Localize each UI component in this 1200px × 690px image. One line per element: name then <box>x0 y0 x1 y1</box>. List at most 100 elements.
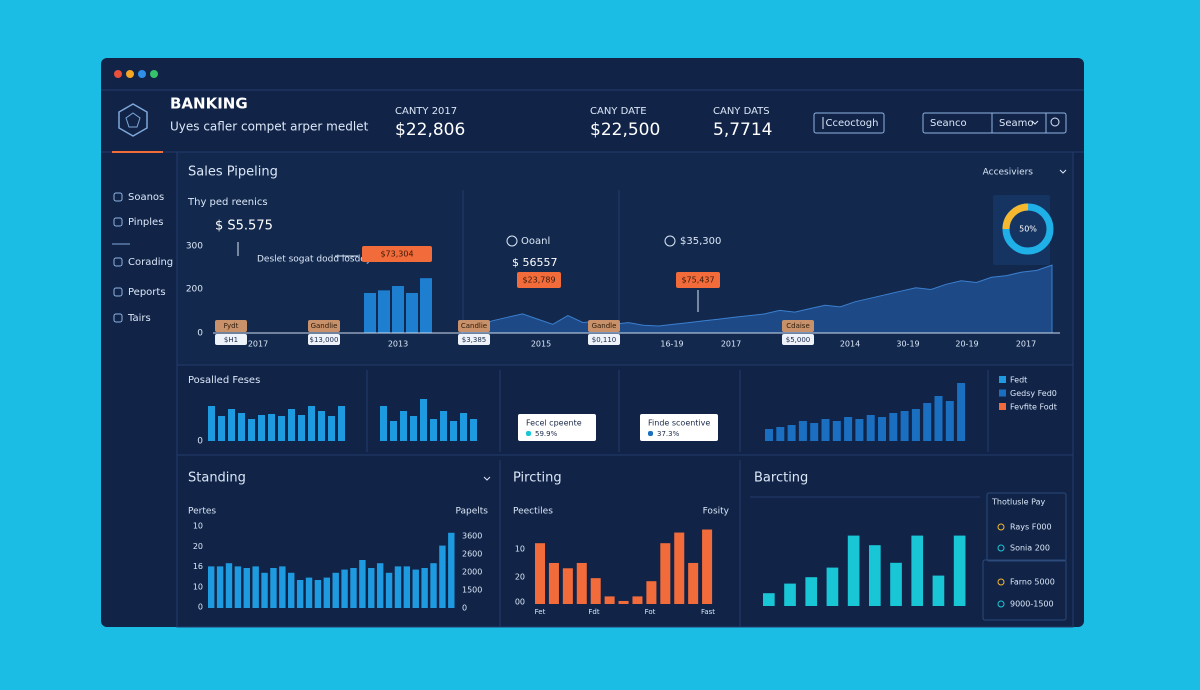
bar <box>878 417 886 441</box>
nav-item[interactable]: Pinples <box>128 217 163 228</box>
bar <box>832 421 841 441</box>
bar <box>844 417 853 441</box>
legend-item: Gedsy Fed0 <box>1010 389 1057 398</box>
legend-icon <box>997 523 1005 531</box>
bar <box>252 566 259 608</box>
bar <box>688 562 699 604</box>
bar <box>328 416 335 441</box>
tag-text: Cdaise <box>786 322 810 330</box>
bar <box>450 421 457 441</box>
x-label: 2017 <box>248 340 268 349</box>
search-box[interactable] <box>922 112 1067 134</box>
nav-item[interactable]: Soanos <box>128 192 164 203</box>
legend-icon <box>997 544 1005 552</box>
bar <box>378 290 390 333</box>
bar <box>576 562 587 604</box>
annotation: Deslet sogat dodd losdey <box>257 255 372 265</box>
legend-box <box>986 492 1067 562</box>
bar <box>208 406 215 441</box>
y-label: 300 <box>186 242 203 252</box>
panel-menu[interactable]: Accesiviers <box>983 168 1034 178</box>
tooltip-swatch <box>648 431 653 436</box>
legend-item: Farno 5000 <box>1010 578 1055 587</box>
stat-value: $22,806 <box>395 120 465 140</box>
bar <box>855 419 864 441</box>
tag-text: $23,789 <box>522 276 555 285</box>
y-label: 0 <box>197 329 203 339</box>
chip-text: $0,110 <box>592 336 617 344</box>
bar <box>296 580 304 608</box>
bar <box>392 286 404 333</box>
tag <box>517 272 561 288</box>
legend-icon <box>997 600 1005 608</box>
area <box>461 264 1053 334</box>
y-label: 20 <box>193 542 203 551</box>
bar <box>258 415 265 441</box>
bar <box>238 413 245 441</box>
bar <box>218 416 225 441</box>
button[interactable] <box>813 112 885 134</box>
chip-text: $13,000 <box>310 336 339 344</box>
bar <box>889 413 898 441</box>
chevron <box>1059 169 1067 174</box>
tag-text: Gandlie <box>311 322 338 330</box>
nav-item[interactable]: Tairs <box>127 313 151 324</box>
bar <box>866 415 875 441</box>
legend-item: Fedt <box>1010 376 1027 385</box>
button-text[interactable]: Cceoctogh <box>826 118 879 129</box>
bar <box>810 423 819 441</box>
bar <box>923 403 932 441</box>
tag-text: $75,437 <box>681 276 714 285</box>
chip-text: $H1 <box>224 336 238 344</box>
axis-title: Peectiles <box>513 507 553 517</box>
bar <box>288 572 295 608</box>
nav-icon <box>113 257 123 267</box>
x-label: 2015 <box>531 340 551 349</box>
bar <box>261 572 268 608</box>
bar <box>228 409 235 441</box>
nav-item[interactable]: Peports <box>128 287 166 298</box>
chip <box>308 334 340 345</box>
subtitle: Thy ped reenics <box>187 197 268 208</box>
search-placeholder[interactable]: Seanco <box>930 118 967 129</box>
bar <box>350 568 357 608</box>
x-label: 2014 <box>840 340 860 349</box>
y-label: 3600 <box>462 532 482 541</box>
y-label: 2000 <box>462 568 482 577</box>
bar <box>618 600 629 604</box>
bar <box>400 411 407 441</box>
window-dot <box>138 70 146 78</box>
bar <box>702 529 713 604</box>
bar <box>805 577 818 606</box>
bar <box>359 560 366 608</box>
bar <box>385 572 393 608</box>
search-icon[interactable] <box>1050 117 1060 127</box>
callout: $35,300 <box>680 236 721 247</box>
y-label: 10 <box>193 522 203 531</box>
bar <box>410 416 417 441</box>
x-label: Fast <box>701 608 715 616</box>
bar <box>308 406 315 441</box>
tooltip <box>518 414 596 441</box>
y-label: 20 <box>515 573 525 582</box>
bar <box>380 406 387 441</box>
axis-title: Pertes <box>188 507 216 517</box>
bar <box>298 415 305 441</box>
bar <box>216 566 224 608</box>
bar <box>430 419 437 441</box>
y-label: 16 <box>193 562 203 571</box>
axis-title: Fosity <box>703 507 730 517</box>
legend-swatch <box>999 389 1006 397</box>
nav-item[interactable]: Corading <box>128 257 173 268</box>
y-label: 10 <box>515 545 525 554</box>
bar <box>765 429 773 441</box>
window-dot <box>114 70 122 78</box>
search-select[interactable]: Seamo <box>999 118 1034 129</box>
bar <box>821 419 830 441</box>
bar <box>248 419 255 441</box>
callout-value: $ 56557 <box>512 256 558 269</box>
bar <box>288 409 295 441</box>
tagline: Uyes cafler compet arper medlet <box>170 120 369 134</box>
bar <box>270 568 277 608</box>
bar <box>243 568 250 608</box>
